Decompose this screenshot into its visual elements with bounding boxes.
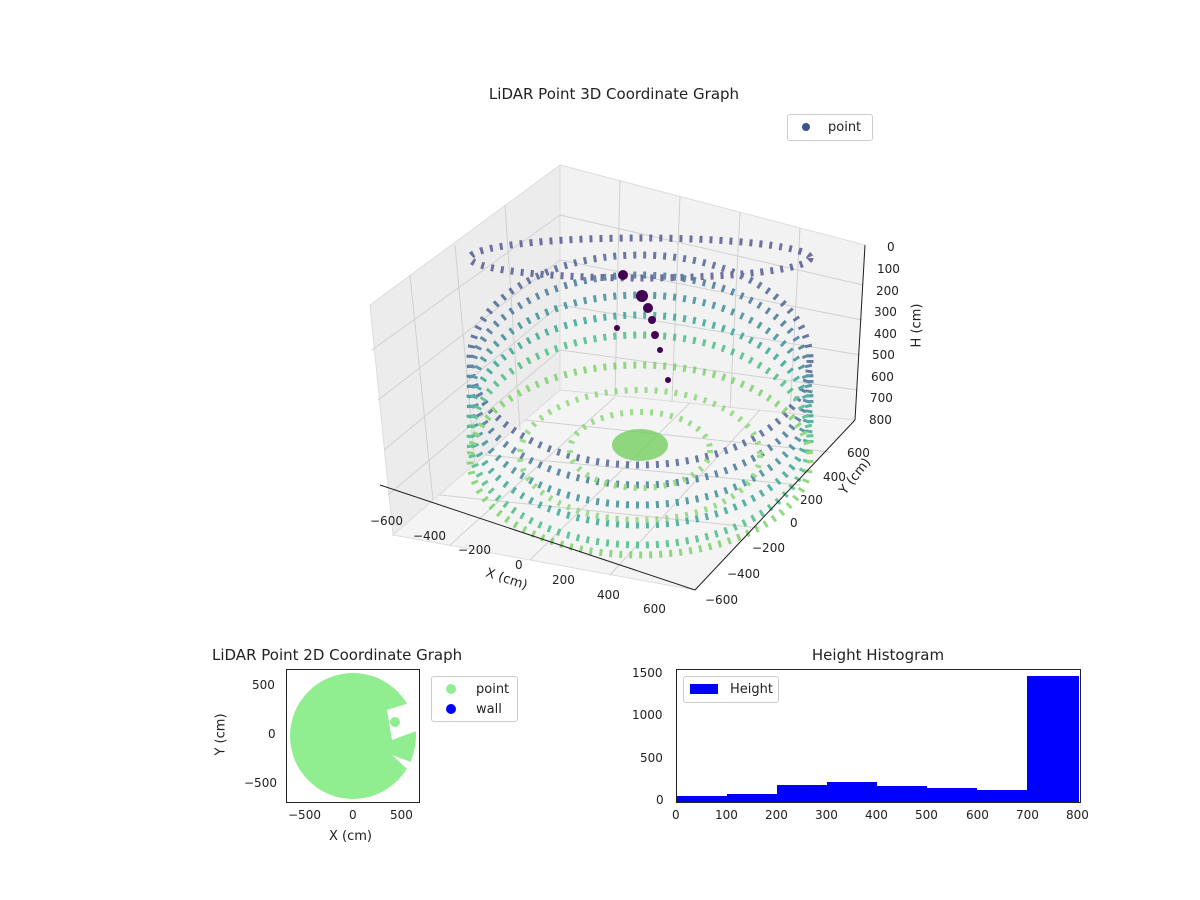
legend-label-height: Height (730, 681, 773, 697)
plot2d-ytick: 500 (252, 678, 275, 692)
hist-ytick: 1000 (632, 708, 663, 722)
x-tick-3d: −400 (413, 529, 446, 543)
histogram-title: Height Histogram (811, 646, 945, 664)
plot2d-ylabel: Y (cm) (213, 713, 229, 756)
plot2d-xtick: −500 (288, 808, 321, 822)
x-tick-3d: −200 (458, 543, 491, 557)
main-title: LiDAR Point 3D Coordinate Graph (488, 85, 740, 103)
plot2d-title: LiDAR Point 2D Coordinate Graph (212, 646, 463, 664)
plot2d-xtick: 0 (349, 808, 357, 822)
legend-patch-height (690, 684, 718, 694)
hist-xtick: 700 (1016, 808, 1039, 822)
z-tick-3d: 500 (872, 348, 895, 362)
histogram-bars (677, 676, 1079, 802)
hist-xtick: 400 (865, 808, 888, 822)
x-tick-3d: 0 (515, 558, 523, 572)
plot2d-ytick: 0 (268, 727, 276, 741)
histogram-area (676, 669, 1081, 803)
hist-ytick: 500 (640, 751, 663, 765)
hist-xtick: 200 (765, 808, 788, 822)
z-tick-3d: 600 (871, 370, 894, 384)
plot-3d: Y (cm) (369, 164, 874, 591)
y-tick-3d: 0 (790, 516, 798, 530)
legend-label-point: point (828, 119, 862, 135)
z-tick-3d: 400 (874, 327, 897, 341)
hist-xtick: 100 (715, 808, 738, 822)
legend-label-wall: wall (476, 701, 502, 717)
legend-marker-point (802, 123, 810, 131)
legend-marker-point (446, 684, 456, 694)
legend-marker-wall (446, 704, 456, 714)
hist-xtick: 0 (672, 808, 680, 822)
z-tick-3d: 800 (869, 413, 892, 427)
plot2d-xtick: 500 (390, 808, 413, 822)
z-tick-3d: 300 (874, 305, 897, 319)
main-legend: point (787, 114, 873, 141)
plot2d-area (286, 669, 420, 803)
x-tick-3d: 200 (552, 573, 575, 587)
plot2d-ytick: −500 (244, 776, 277, 790)
plot2d-xlabel: X (cm) (329, 829, 372, 844)
hist-ytick: 0 (656, 793, 664, 807)
y-tick-3d: −200 (752, 541, 785, 555)
hist-xtick: 600 (966, 808, 989, 822)
y-tick-3d: 400 (823, 470, 846, 484)
x-tick-3d: 400 (597, 588, 620, 602)
x-tick-3d: 600 (643, 602, 666, 616)
z-tick-3d: 0 (887, 240, 895, 254)
y-tick-3d: −600 (705, 593, 738, 607)
hist-xtick: 800 (1066, 808, 1089, 822)
z-axis-label-3d: H (cm) (909, 303, 925, 348)
y-tick-3d: 200 (800, 493, 823, 507)
hist-xtick: 300 (815, 808, 838, 822)
x-tick-3d: −600 (370, 514, 403, 528)
object-cluster (614, 270, 671, 383)
y-tick-3d: 600 (847, 446, 870, 460)
legend-label-point: point (476, 681, 510, 697)
histogram-legend: Height (683, 676, 779, 703)
z-tick-3d: 100 (877, 262, 900, 276)
hist-ytick: 1500 (632, 666, 663, 680)
wall-points (466, 234, 814, 559)
z-tick-3d: 700 (870, 391, 893, 405)
hist-xtick: 500 (915, 808, 938, 822)
plot2d-legend: point wall (431, 676, 518, 722)
z-tick-3d: 200 (876, 284, 899, 298)
y-tick-3d: −400 (727, 567, 760, 581)
